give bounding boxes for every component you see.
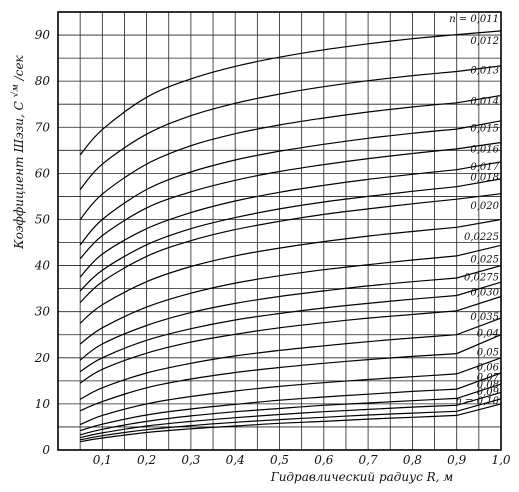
x-tick-label: 0,8 [403,453,422,467]
x-tick-label: 0,9 [447,453,466,467]
curve-label: n = 0,10 [456,396,500,407]
y-tick-label: 70 [35,120,51,134]
series-line [79,141,502,260]
x-tick-label: 0,4 [226,453,245,467]
curve-label: 0,035 [470,312,499,323]
x-axis-label: Гидравлический радиус R, м [270,470,454,484]
curve-label: 0,013 [470,66,499,77]
x-tick-labels: 0,1 0,2 0,3 0,4 0,5 0,6 0,7 0,8 0,9 1,0 [93,453,511,467]
y-axis-label: Коэффициент Шэзи, С √м /сек [7,54,26,249]
y-tick-label: 60 [35,166,51,180]
y-tick-labels: 0 10 20 30 40 50 60 70 80 90 [34,28,51,457]
curve-label: 0,015 [470,124,499,135]
y-axis-label-unit-radical: √м [10,84,21,97]
plot-frame [57,11,502,451]
series-line [79,357,502,426]
curves [79,30,502,443]
x-tick-label: 0,6 [314,453,333,467]
series-line [79,193,502,303]
curve-label: 0,018 [470,173,499,184]
y-tick-label: 10 [35,397,51,411]
series-line [79,281,502,373]
curve-label: 0,05 [477,348,499,359]
series-line [80,398,502,441]
series-line [79,161,502,278]
curve-label: 0,04 [477,328,499,339]
series-line [79,218,502,324]
series-line [79,334,502,412]
series-line [79,65,502,190]
curve-label: 0,030 [470,287,499,298]
curve-label: 0,017 [470,162,499,173]
x-tick-label: 0,1 [93,453,112,467]
curve-label: 0,014 [470,96,499,107]
series-line [79,30,502,156]
curve-label: 0,020 [470,201,499,212]
y-axis-label-unit-rest: /сек [12,54,26,81]
curve-label: 0,09 [477,387,500,398]
y-tick-label: 30 [35,305,51,319]
x-tick-label: 0,2 [137,453,156,467]
curve-label: n = 0,011 [449,14,499,25]
series-line [80,372,502,432]
y-tick-label: 20 [34,351,51,365]
series-line [79,265,502,361]
x-tick-label: 0,3 [181,453,200,467]
y-axis-label-text: Коэффициент Шэзи, С [12,101,26,250]
series-line [79,120,502,246]
y-tick-label: 80 [35,74,51,88]
curve-label: 0,025 [470,255,499,266]
y-tick-label: 0 [42,443,50,457]
grid [58,12,501,450]
x-tick-label: 0,7 [359,453,378,467]
y-tick-label: 50 [35,212,51,226]
series-line [79,178,502,292]
y-tick-label: 90 [35,28,51,42]
series-line [79,317,502,400]
curve-label: 0,08 [477,380,499,391]
x-tick-label: 0,5 [270,453,289,467]
curve-label: 0,06 [477,362,500,373]
curve-label: 0,012 [470,36,499,47]
x-tick-label: 1,0 [491,453,510,467]
series-line [80,391,502,439]
curve-label: 0,0225 [464,232,499,243]
series-line [79,295,502,384]
curve-label: 0,0275 [464,273,499,284]
series-line [80,403,502,443]
curve-label: 0,016 [470,144,499,155]
y-tick-label: 40 [34,259,51,273]
curve-labels: n = 0,0110,0120,0130,0140,0150,0160,0170… [449,14,499,407]
series-line [79,244,502,345]
series-line [80,383,502,436]
series-line [79,94,502,220]
curve-label: 0,07 [477,373,500,384]
